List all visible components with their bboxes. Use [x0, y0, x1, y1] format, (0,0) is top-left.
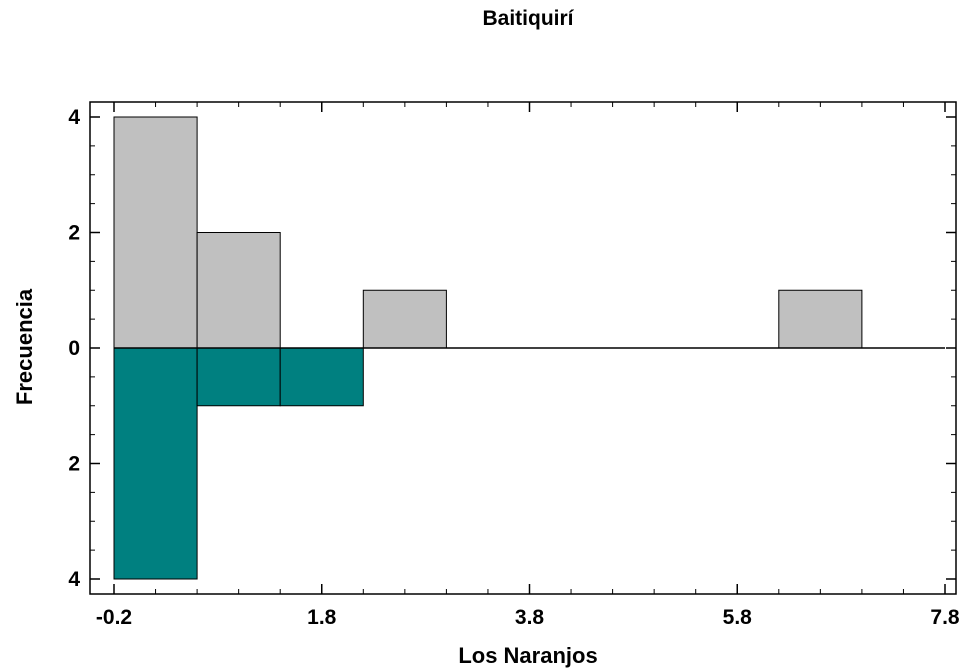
lower-bar-2	[279, 347, 364, 407]
y-tick-label-upper: 0	[68, 337, 80, 360]
upper-bar-2	[362, 289, 447, 349]
x-axis-label: Los Naranjos	[458, 643, 597, 668]
y-tick-label-upper: 4	[68, 106, 80, 129]
x-tick-label: 3.8	[515, 606, 545, 629]
y-axis-label: Frecuencia	[12, 288, 37, 405]
upper-bar-1	[196, 232, 281, 349]
upper-bar-3	[778, 289, 863, 349]
x-tick-label: 5.8	[723, 606, 753, 629]
x-tick-label: 1.8	[307, 606, 337, 629]
chart-title: Baitiquirí	[482, 7, 574, 30]
x-tick-label: -0.2	[96, 606, 132, 629]
x-tick-label: 7.8	[930, 606, 960, 629]
tick-labels-group: -0.2 1.8 3.8 5.8 7.8 4 2 0 2 4	[68, 106, 960, 629]
ticks-group	[90, 102, 956, 594]
bars-group	[113, 116, 863, 580]
y-tick-label-lower: 4	[68, 568, 80, 591]
lower-bar-0	[113, 347, 198, 580]
lower-bar-1	[196, 347, 281, 407]
y-tick-label-upper: 2	[68, 222, 80, 245]
y-tick-label-lower: 2	[68, 453, 80, 476]
upper-bar-0	[113, 116, 198, 349]
